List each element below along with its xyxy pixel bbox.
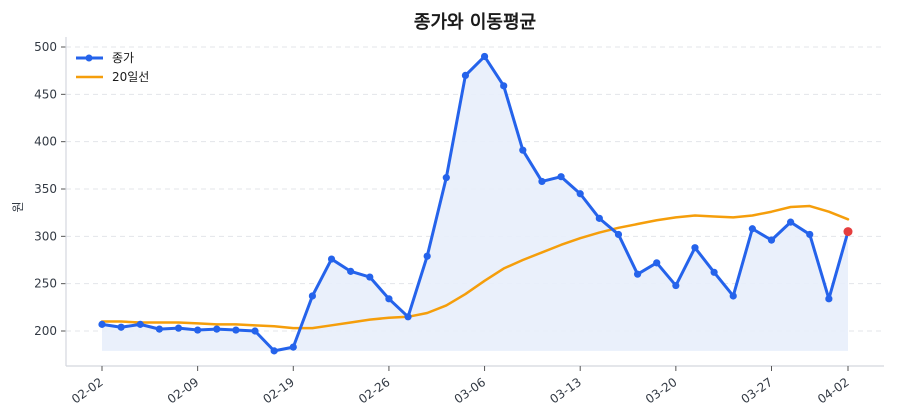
close-data-point[interactable] [748,225,756,233]
x-tick-label: 03-27 [739,375,776,406]
last-close-point[interactable] [843,227,853,237]
close-data-point[interactable] [327,255,336,263]
close-data-point[interactable] [557,173,565,181]
close-data-point[interactable] [289,343,297,351]
y-tick-label: 250 [34,277,57,291]
x-tick-label: 02-19 [260,375,297,406]
close-data-point[interactable] [653,259,661,267]
ma20-line [100,204,850,330]
close-data-point[interactable] [672,281,680,290]
legend-label-ma20: 20일선 [112,70,149,84]
close-polyline [100,54,850,353]
x-tick-label: 02-26 [356,375,393,406]
legend: 종가 20일선 [76,51,149,84]
x-tick-label: 03-20 [643,375,680,406]
close-area-fill [102,56,848,351]
close-data-point[interactable] [117,323,125,331]
close-data-point[interactable] [729,292,737,300]
close-data-point[interactable] [461,71,470,79]
x-tick-label: 04-02 [815,375,852,406]
close-data-point[interactable] [519,146,527,154]
close-data-point[interactable] [691,244,699,252]
close-data-point[interactable] [710,268,718,276]
close-data-point[interactable] [366,273,374,281]
close-data-point[interactable] [270,347,278,355]
close-data-point[interactable] [232,326,240,334]
close-data-point[interactable] [423,252,431,260]
close-data-point[interactable] [633,270,642,278]
close-data-point[interactable] [825,295,833,303]
legend-item-ma20[interactable]: 20일선 [76,70,149,84]
close-data-point[interactable] [614,230,623,239]
close-data-point[interactable] [500,82,508,90]
close-data-point[interactable] [576,190,584,198]
close-data-point[interactable] [155,325,163,333]
close-line [98,52,853,355]
close-data-point[interactable] [767,236,776,244]
close-data-point[interactable] [194,326,202,334]
legend-label-close: 종가 [112,51,134,65]
ma20-polyline [100,204,850,330]
x-tick-label: 02-09 [165,375,202,406]
x-tick-label: 03-06 [452,375,489,406]
legend-close-marker-icon [85,54,93,62]
legend-item-close[interactable]: 종가 [76,51,134,65]
y-tick-label: 500 [34,40,57,54]
close-data-point[interactable] [480,52,489,61]
close-data-point[interactable] [787,218,795,226]
y-tick-label: 400 [34,135,57,149]
close-data-point[interactable] [442,174,450,182]
close-data-point[interactable] [174,324,183,332]
y-tick-label: 450 [34,87,57,101]
close-data-point[interactable] [213,325,221,333]
y-tick-label: 300 [34,229,57,243]
y-axis-label: 원 [11,201,25,212]
close-data-point[interactable] [136,320,144,328]
y-tick-label: 350 [34,182,57,196]
close-data-point[interactable] [595,214,603,222]
close-data-point[interactable] [251,327,259,335]
close-data-point[interactable] [98,320,106,328]
x-tick-label: 03-13 [547,375,584,406]
y-tick-label: 200 [34,324,57,338]
close-data-point[interactable] [538,177,546,186]
area-fill [102,56,848,351]
close-data-point[interactable] [385,295,393,303]
close-data-point[interactable] [806,230,814,239]
close-data-point[interactable] [347,267,355,275]
close-data-point[interactable] [404,313,412,321]
chart-title: 종가와 이동평균 [414,12,536,33]
x-tick-label: 02-02 [69,375,106,406]
close-data-point[interactable] [308,292,317,300]
